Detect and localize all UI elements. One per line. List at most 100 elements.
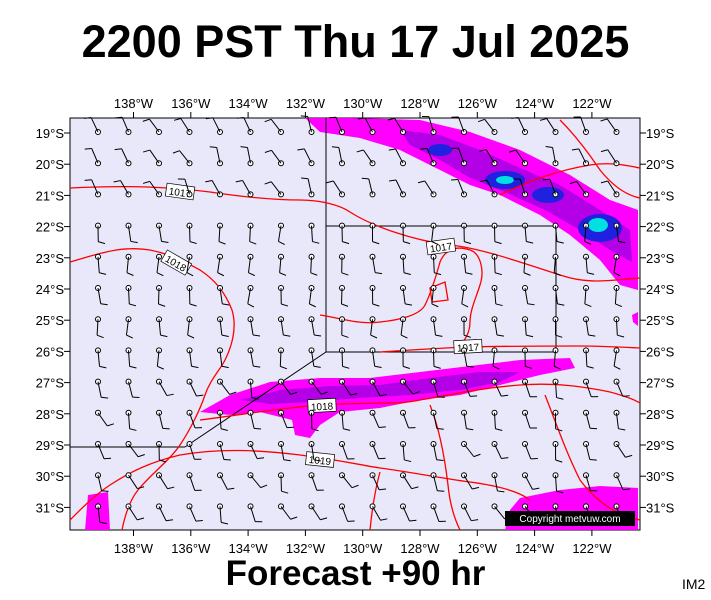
wind-barb xyxy=(522,409,537,429)
wind-barb xyxy=(205,117,223,135)
axis-labels: 138°W 138°W 136°W 136°W 134°W 134°W 132°W 132°W… xyxy=(36,96,675,556)
wind-barb xyxy=(400,253,411,276)
longitude-label: 136°W xyxy=(171,96,211,111)
longitude-label: 122°W xyxy=(572,96,612,111)
wind-barb xyxy=(339,378,358,396)
domain-outline xyxy=(70,118,557,448)
wind-barb xyxy=(186,222,197,245)
wind-barb xyxy=(95,378,109,399)
isobar-label: 1018 xyxy=(307,397,337,414)
wind-barb xyxy=(369,316,378,339)
isobar-1017-south xyxy=(379,345,641,353)
wind-barb xyxy=(247,503,263,523)
wind-barb xyxy=(369,441,386,460)
wind-barb xyxy=(545,146,559,167)
latitude-label: 24°S xyxy=(36,282,65,297)
wind-barb xyxy=(247,316,261,337)
wind-barb xyxy=(308,347,321,368)
longitude-label: 130°W xyxy=(343,96,383,111)
wind-barb xyxy=(186,441,202,460)
wind-barb xyxy=(522,347,533,369)
wind-barb xyxy=(95,441,112,460)
isobar-east-1 xyxy=(499,163,641,196)
wind-barb xyxy=(358,117,376,135)
wind-barb xyxy=(300,115,315,135)
wind-barb xyxy=(613,222,626,244)
wind-barb xyxy=(451,116,467,135)
wind-barb xyxy=(539,118,559,135)
wind-barb xyxy=(308,253,318,276)
wind-barb xyxy=(339,316,349,338)
latitude-label: 31°S xyxy=(36,500,65,515)
wind-barb xyxy=(339,472,359,489)
wind-barb xyxy=(205,179,223,198)
wind-barb xyxy=(217,316,229,337)
wind-barb xyxy=(430,222,439,245)
wind-barb xyxy=(173,118,193,135)
wind-barb xyxy=(209,146,223,167)
longitude-label: 124°W xyxy=(515,96,555,111)
isobar-se xyxy=(369,471,381,531)
wind-barb xyxy=(400,222,411,245)
latitude-label: 21°S xyxy=(36,188,65,203)
wind-barb xyxy=(522,378,538,398)
wind-barb xyxy=(331,146,345,167)
wind-barb xyxy=(156,378,174,397)
rain-heavy-2 xyxy=(532,187,564,203)
wind-barb xyxy=(509,149,528,167)
wind-barb xyxy=(511,117,528,135)
wind-barb xyxy=(115,116,132,135)
wind-barb xyxy=(247,378,259,400)
wind-barb xyxy=(217,378,237,395)
latitude-label: 19°S xyxy=(36,126,65,141)
wind-barb xyxy=(430,409,444,430)
longitude-label: 122°W xyxy=(572,541,612,556)
rain-intense-2 xyxy=(588,218,608,232)
wind-barb xyxy=(571,148,589,167)
wind-barb xyxy=(301,177,315,198)
wind-barb xyxy=(552,253,561,276)
isobar-label: 1017 xyxy=(453,338,483,355)
rain-right-edge xyxy=(632,312,638,326)
wind-barb xyxy=(217,222,226,245)
rain-band-middle-core xyxy=(240,372,520,404)
latitude-label: 30°S xyxy=(36,469,65,484)
wind-barb xyxy=(328,116,345,135)
longitude-label: 128°W xyxy=(400,541,440,556)
wind-barb xyxy=(542,178,559,198)
map-title: 2200 PST Thu 17 Jul 2025 xyxy=(81,16,630,67)
latitude-label: 19°S xyxy=(646,126,675,141)
isobar-label: 1019 xyxy=(305,451,336,468)
wind-barb xyxy=(247,409,262,430)
wind-barb xyxy=(461,378,478,397)
wind-barb xyxy=(156,472,175,490)
wind-barb xyxy=(430,253,442,276)
isobar-1018-south xyxy=(199,383,641,421)
wind-barb xyxy=(308,222,320,244)
wind-barb xyxy=(573,116,589,135)
wind-barb xyxy=(461,347,474,368)
latitude-label: 24°S xyxy=(646,282,675,297)
wind-barb xyxy=(172,150,193,167)
wind-barb xyxy=(95,316,104,339)
wind-barb xyxy=(125,472,145,490)
wind-barb xyxy=(186,503,203,522)
isobar-1018-west xyxy=(69,248,235,531)
domain-line-diag xyxy=(184,351,327,448)
wind-barb xyxy=(522,441,538,460)
wind-barb xyxy=(369,253,383,275)
wind-barb xyxy=(156,347,164,370)
wind-barb xyxy=(95,409,115,427)
isobar-east-2 xyxy=(559,119,641,199)
latitude-label: 31°S xyxy=(646,500,675,515)
wind-barb xyxy=(95,222,106,245)
wind-barb xyxy=(156,503,174,522)
latitude-label: 30°S xyxy=(646,469,675,484)
wind-barb xyxy=(522,222,534,244)
wind-barb xyxy=(247,253,256,277)
wind-barb xyxy=(264,149,284,167)
wind-barb xyxy=(583,378,599,398)
wind-barb xyxy=(583,316,596,337)
wind-barb xyxy=(613,472,631,491)
